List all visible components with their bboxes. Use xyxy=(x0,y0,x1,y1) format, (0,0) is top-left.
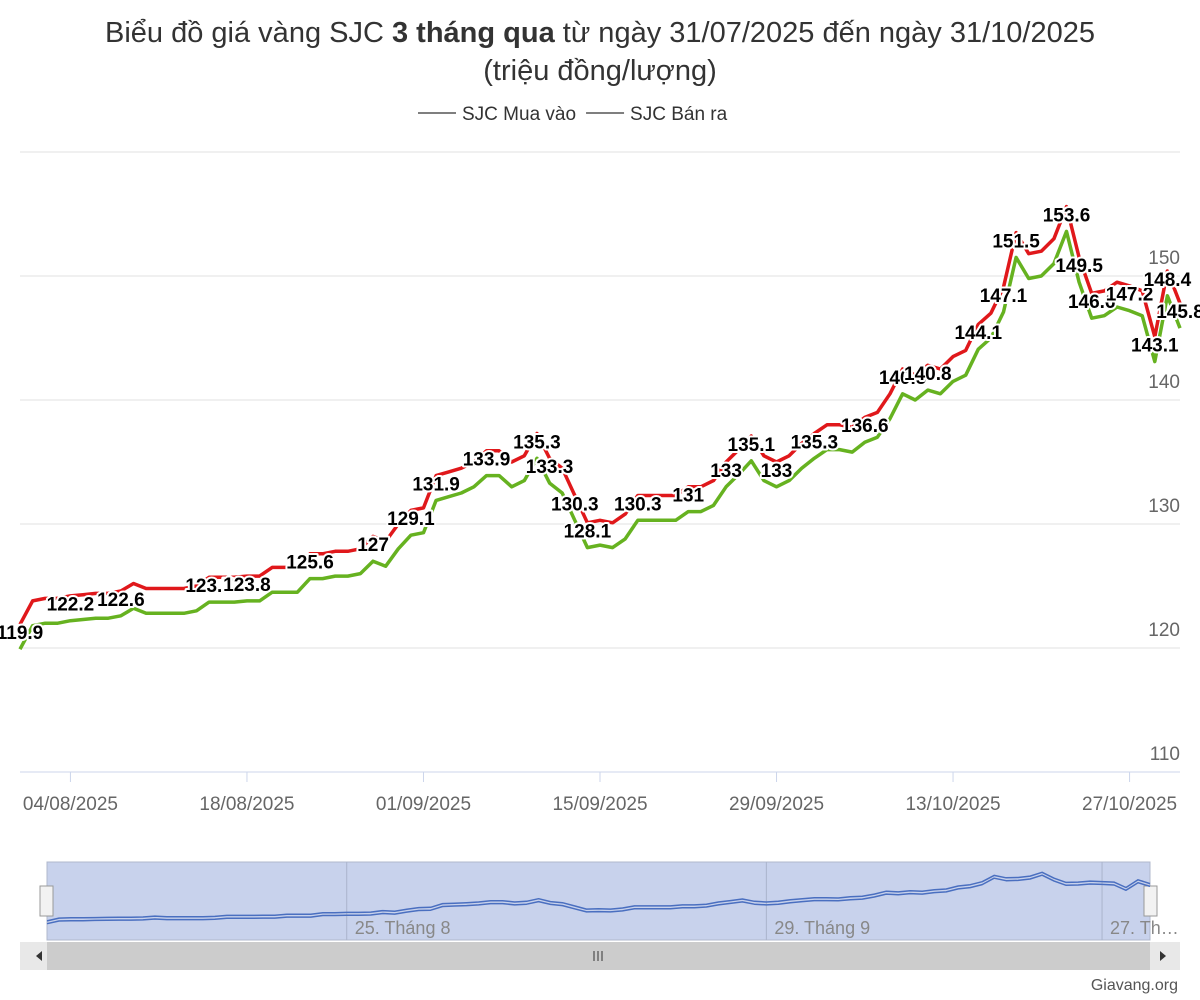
chart-title: Biểu đồ giá vàng SJC 3 tháng qua từ ngày… xyxy=(100,14,1100,90)
data-label: 135.3 xyxy=(791,432,839,453)
title-bold: 3 tháng qua xyxy=(391,17,555,49)
data-label: 133.3 xyxy=(526,457,574,478)
data-label: 149.5 xyxy=(1055,256,1103,277)
data-label: 133.9 xyxy=(463,450,511,471)
data-label: 122.2 xyxy=(47,595,95,616)
scroll-left-arrow[interactable] xyxy=(36,951,42,961)
scrollbar-grip xyxy=(593,951,603,961)
x-tick-label: 18/08/2025 xyxy=(199,794,294,815)
data-label: 133 xyxy=(761,461,793,482)
data-label: 129.1 xyxy=(387,509,435,530)
navigator-window xyxy=(46,861,1151,941)
credit: Giavang.org xyxy=(1091,977,1178,994)
x-tick-label: 27/10/2025 xyxy=(1082,794,1177,815)
data-label: 144.1 xyxy=(954,323,1002,344)
data-label: 148.4 xyxy=(1144,270,1192,291)
data-label: 131.9 xyxy=(412,474,460,495)
y-tick-label: 110 xyxy=(1150,744,1180,765)
data-label: 127 xyxy=(357,535,389,556)
navigator-line xyxy=(46,871,1151,922)
data-label: 125.6 xyxy=(286,553,334,574)
data-label: 122.6 xyxy=(97,590,145,611)
legend-label: SJC Bán ra xyxy=(630,104,728,125)
data-label: 136.6 xyxy=(841,416,889,437)
x-tick-label: 13/10/2025 xyxy=(905,794,1000,815)
navigator-handle-right[interactable] xyxy=(1143,885,1158,917)
data-label: 133 xyxy=(710,461,742,482)
data-label: 151.5 xyxy=(992,231,1040,252)
data-label: 123.8 xyxy=(223,575,271,596)
x-tick-label: 29/09/2025 xyxy=(729,794,824,815)
scroll-right-arrow[interactable] xyxy=(1160,951,1166,961)
series-line xyxy=(18,229,1182,651)
data-label: 130.3 xyxy=(614,494,662,515)
y-tick-label: 130 xyxy=(1148,496,1180,517)
legend-label: SJC Mua vào xyxy=(462,104,576,125)
data-label: 145.8 xyxy=(1156,302,1200,323)
title-start: Biểu đồ giá vàng SJC xyxy=(105,17,384,49)
y-tick-label: 140 xyxy=(1148,372,1180,393)
data-label: 153.6 xyxy=(1043,205,1091,226)
data-label: 143.1 xyxy=(1131,336,1179,357)
x-tick-label: 15/09/2025 xyxy=(552,794,647,815)
x-tick-label: 01/09/2025 xyxy=(376,794,471,815)
data-label: 146.6 xyxy=(1068,292,1116,313)
navigator-tick-label: 27. Th… xyxy=(1110,918,1179,938)
y-tick-label: 120 xyxy=(1148,620,1180,641)
data-label: 140.8 xyxy=(904,364,952,385)
data-label: 135.1 xyxy=(728,435,776,456)
series-line xyxy=(18,204,1182,626)
data-label: 131 xyxy=(672,486,704,507)
legend: SJC Mua vào SJC Bán ra xyxy=(418,104,728,125)
data-label: 128.1 xyxy=(564,522,612,543)
navigator-tick-label: 29. Tháng 9 xyxy=(774,918,870,938)
data-label: 147.1 xyxy=(980,286,1028,307)
title-end: từ ngày 31/07/2025 đến ngày 31/10/2025 (… xyxy=(483,17,1095,87)
data-label: 123.7 xyxy=(185,576,233,597)
navigator-handle-left[interactable] xyxy=(39,885,54,917)
data-label: 147.2 xyxy=(1106,285,1154,306)
x-tick-label: 04/08/2025 xyxy=(23,794,118,815)
navigator-tick-label: 25. Tháng 8 xyxy=(355,918,451,938)
data-label: 135.3 xyxy=(513,432,561,453)
data-label: 140.5 xyxy=(879,368,927,389)
data-label: 119.9 xyxy=(0,623,43,644)
data-label: 130.3 xyxy=(551,494,599,515)
y-tick-label: 150 xyxy=(1148,248,1180,269)
navigator-line xyxy=(46,874,1151,925)
